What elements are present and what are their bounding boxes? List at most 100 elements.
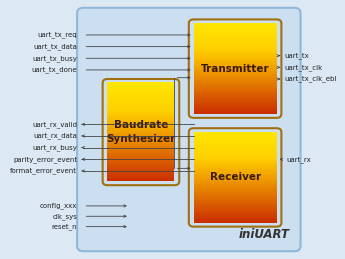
- Bar: [107, 115, 175, 117]
- Bar: [194, 168, 277, 170]
- Bar: [107, 122, 175, 124]
- Bar: [107, 107, 175, 109]
- Bar: [107, 86, 175, 88]
- Bar: [107, 164, 175, 167]
- Bar: [194, 91, 277, 93]
- Bar: [107, 161, 175, 163]
- Bar: [194, 55, 277, 56]
- Bar: [107, 132, 175, 134]
- Bar: [107, 120, 175, 122]
- Bar: [194, 76, 277, 78]
- Bar: [194, 104, 277, 106]
- Text: uart_tx_busy: uart_tx_busy: [32, 55, 77, 62]
- Bar: [194, 159, 277, 161]
- Bar: [194, 192, 277, 194]
- Bar: [194, 23, 277, 25]
- Bar: [194, 103, 277, 105]
- Bar: [194, 44, 277, 46]
- Bar: [194, 92, 277, 94]
- Bar: [194, 207, 277, 209]
- Bar: [107, 179, 175, 181]
- Bar: [107, 128, 175, 131]
- Bar: [107, 151, 175, 153]
- Bar: [194, 30, 277, 32]
- FancyBboxPatch shape: [77, 8, 300, 251]
- Bar: [194, 135, 277, 137]
- Bar: [107, 84, 175, 86]
- Bar: [107, 138, 175, 140]
- Text: uart_tx_clk_ebl: uart_tx_clk_ebl: [285, 76, 337, 82]
- Bar: [194, 139, 277, 141]
- Text: uart_rx_busy: uart_rx_busy: [32, 144, 77, 151]
- Text: format_error_event: format_error_event: [10, 168, 77, 174]
- Bar: [194, 73, 277, 75]
- Bar: [107, 155, 175, 157]
- Bar: [194, 201, 277, 203]
- Bar: [194, 88, 277, 90]
- Bar: [194, 136, 277, 138]
- Bar: [194, 171, 277, 173]
- Text: iniUART: iniUART: [238, 228, 289, 241]
- Bar: [194, 200, 277, 202]
- Bar: [194, 59, 277, 61]
- Bar: [107, 136, 175, 139]
- Bar: [194, 89, 277, 91]
- Bar: [194, 107, 277, 109]
- Text: uart_tx_data: uart_tx_data: [33, 43, 77, 50]
- Bar: [107, 130, 175, 132]
- Bar: [194, 184, 277, 186]
- Bar: [107, 112, 175, 114]
- Bar: [107, 113, 175, 116]
- Bar: [194, 133, 277, 135]
- Bar: [194, 183, 277, 185]
- Bar: [107, 100, 175, 103]
- Bar: [194, 221, 277, 223]
- Bar: [107, 169, 175, 171]
- Bar: [194, 35, 277, 37]
- Bar: [194, 151, 277, 153]
- Bar: [194, 32, 277, 34]
- Bar: [194, 198, 277, 200]
- Bar: [194, 166, 277, 168]
- Bar: [107, 166, 175, 168]
- Bar: [194, 210, 277, 212]
- Bar: [107, 135, 175, 137]
- Bar: [194, 47, 277, 49]
- Bar: [107, 160, 175, 162]
- Bar: [194, 106, 277, 108]
- Text: Baudrate
Synthesizer: Baudrate Synthesizer: [106, 120, 176, 144]
- Bar: [194, 162, 277, 164]
- Bar: [194, 46, 277, 47]
- Bar: [194, 57, 277, 60]
- Bar: [107, 118, 175, 121]
- Bar: [194, 29, 277, 31]
- Bar: [194, 65, 277, 67]
- Bar: [194, 177, 277, 179]
- Bar: [194, 195, 277, 197]
- Bar: [194, 141, 277, 143]
- Bar: [194, 147, 277, 149]
- Bar: [194, 112, 277, 114]
- Bar: [194, 42, 277, 45]
- Bar: [107, 127, 175, 129]
- Bar: [194, 145, 277, 147]
- Bar: [194, 156, 277, 158]
- Bar: [194, 71, 277, 73]
- Bar: [194, 56, 277, 58]
- Bar: [194, 219, 277, 221]
- Text: parity_error_event: parity_error_event: [13, 156, 77, 163]
- Bar: [194, 98, 277, 100]
- Bar: [194, 27, 277, 29]
- Bar: [194, 213, 277, 215]
- Bar: [194, 138, 277, 140]
- Bar: [194, 97, 277, 99]
- Bar: [194, 215, 277, 217]
- Text: uart_tx_clk: uart_tx_clk: [285, 64, 323, 71]
- Bar: [107, 143, 175, 145]
- Bar: [194, 178, 277, 181]
- Bar: [194, 64, 277, 66]
- Bar: [194, 142, 277, 144]
- Bar: [194, 48, 277, 51]
- Bar: [194, 110, 277, 112]
- Text: clk_sys: clk_sys: [52, 213, 77, 220]
